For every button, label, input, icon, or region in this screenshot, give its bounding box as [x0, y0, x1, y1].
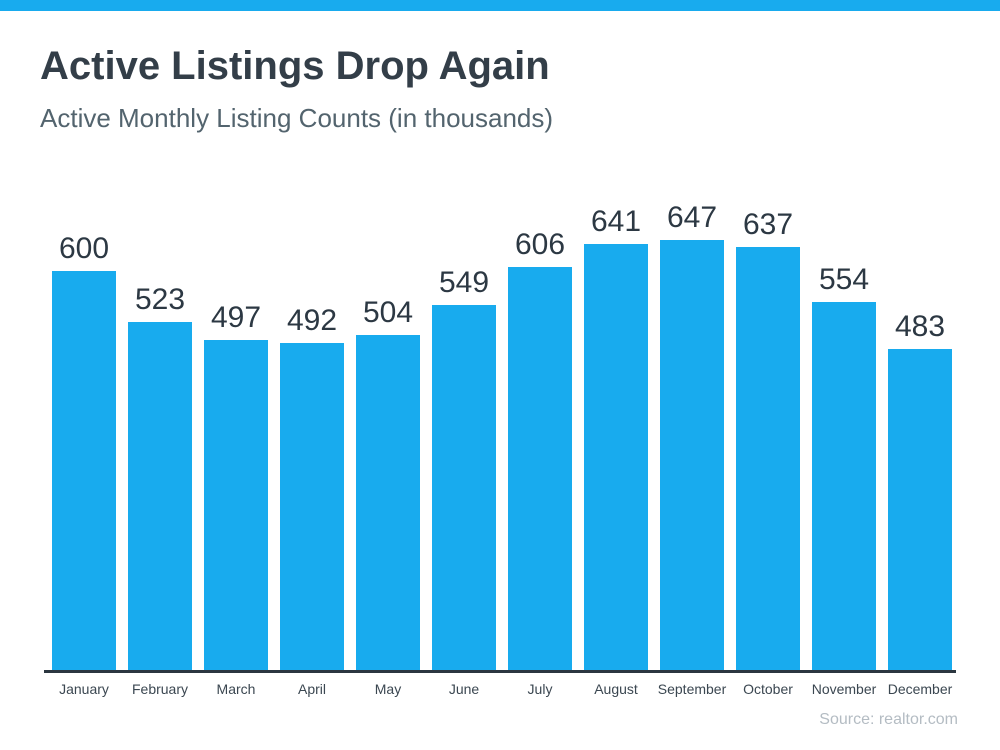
bar-column: 554	[812, 180, 876, 670]
bar	[736, 247, 800, 670]
bar	[584, 244, 648, 670]
bar-value-label: 554	[818, 263, 870, 296]
bar-value-label: 637	[742, 208, 794, 241]
bar	[128, 322, 192, 670]
page-subtitle: Active Monthly Listing Counts (in thousa…	[40, 103, 554, 133]
bar	[432, 305, 496, 670]
bar	[888, 349, 952, 670]
bar-value-label: 497	[210, 301, 262, 334]
x-axis-label: July	[527, 681, 553, 697]
bar-value-label: 647	[666, 201, 718, 234]
x-axis-label: December	[887, 681, 953, 697]
bar-column: 523	[128, 180, 192, 670]
bar-value-label: 600	[58, 232, 110, 265]
bar-chart: 600 523 497 492 504 549 606 641 647 637 554 483	[52, 180, 952, 670]
bar-column: 647	[660, 180, 724, 670]
bar	[660, 240, 724, 670]
x-axis-label: September	[657, 681, 727, 697]
x-axis-line	[44, 670, 956, 673]
x-axis-label: January	[59, 681, 109, 697]
bar-column: 492	[280, 180, 344, 670]
bar-column: 549	[432, 180, 496, 670]
x-axis-label: August	[594, 681, 638, 697]
bar-value-label: 483	[894, 310, 946, 343]
x-axis-labels: January February March April May June July Augu…	[52, 681, 952, 697]
x-axis-label: June	[448, 681, 480, 697]
bar-column: 641	[584, 180, 648, 670]
bar	[52, 271, 116, 670]
bar-value-label: 606	[514, 228, 566, 261]
x-axis-label: October	[743, 681, 793, 697]
bar-value-label: 504	[362, 296, 414, 329]
bar-column: 497	[204, 180, 268, 670]
x-axis-label: February	[131, 681, 189, 697]
bar-column: 483	[888, 180, 952, 670]
bar	[204, 340, 268, 670]
bar	[356, 335, 420, 670]
x-axis-label: March	[216, 681, 256, 697]
bar-value-label: 523	[134, 283, 186, 316]
page-title: Active Listings Drop Again	[40, 44, 550, 88]
bar	[812, 302, 876, 670]
bar-column: 606	[508, 180, 572, 670]
bar-value-label: 492	[286, 304, 338, 337]
bar	[280, 343, 344, 670]
source-credit: Source: realtor.com	[819, 711, 958, 728]
bar-column: 637	[736, 180, 800, 670]
bar-value-label: 549	[438, 266, 490, 299]
x-axis-label: April	[297, 681, 326, 697]
top-accent-bar	[0, 0, 1000, 11]
bar-value-label: 641	[590, 205, 642, 238]
x-axis-label: November	[811, 681, 877, 697]
bar-column: 600	[52, 180, 116, 670]
bar-column: 504	[356, 180, 420, 670]
x-axis-label: May	[374, 681, 402, 697]
bar	[508, 267, 572, 670]
